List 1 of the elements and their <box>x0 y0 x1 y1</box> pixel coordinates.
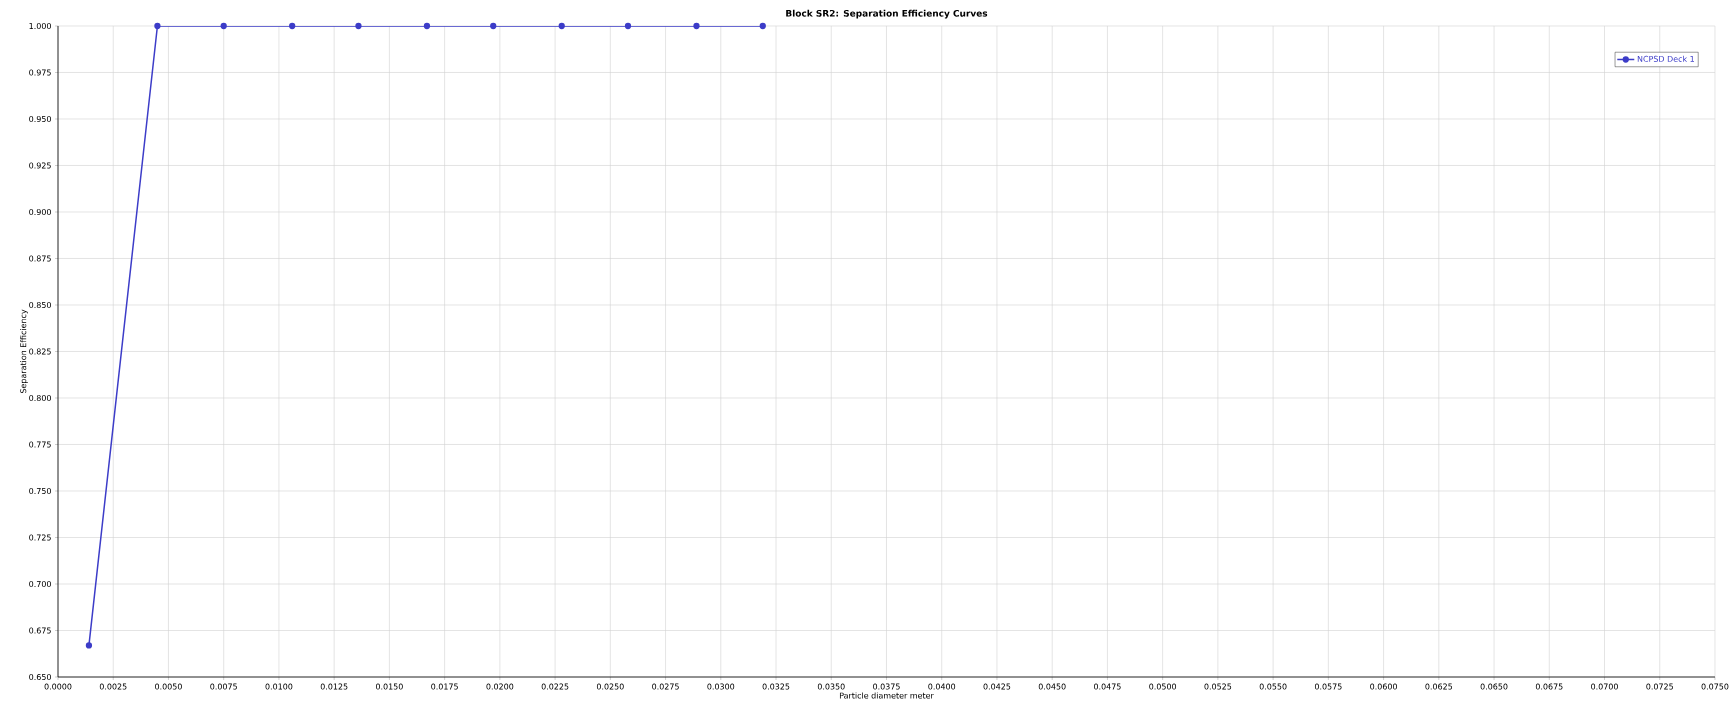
chart-title: Block SR2: Separation Efficiency Curves <box>786 9 988 19</box>
